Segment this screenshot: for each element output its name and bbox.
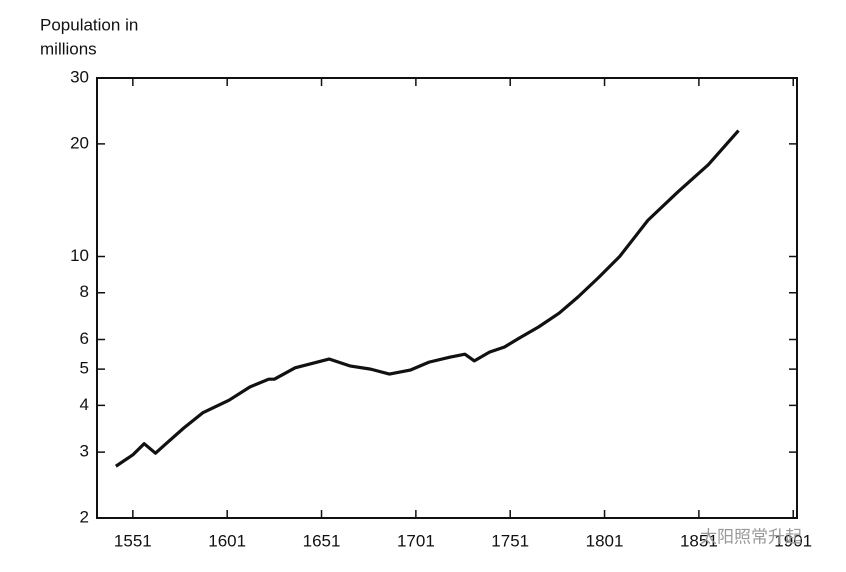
- y-tick-label: 30: [70, 67, 89, 86]
- y-axis-label: Population in: [40, 15, 138, 34]
- y-tick-label: 5: [80, 359, 89, 378]
- x-tick-label: 1801: [586, 531, 624, 550]
- y-tick-label: 4: [80, 395, 89, 414]
- x-tick-label: 1601: [208, 531, 246, 550]
- x-tick-label: 1551: [114, 531, 152, 550]
- y-tick-label: 10: [70, 246, 89, 265]
- y-tick-label: 6: [80, 329, 89, 348]
- y-tick-label: 2: [80, 507, 89, 526]
- y-axis-label: millions: [40, 39, 97, 58]
- plot-frame: [96, 77, 798, 519]
- watermark: 太阳照常升起: [700, 527, 802, 546]
- x-tick-label: 1651: [303, 531, 341, 550]
- data-line: [114, 129, 740, 468]
- y-tick-label: 8: [80, 282, 89, 301]
- x-tick-label: 1751: [491, 531, 529, 550]
- x-tick-label: 1701: [397, 531, 435, 550]
- y-tick-label: 20: [70, 133, 89, 152]
- x-tick-label: 1851: [680, 531, 718, 550]
- x-tick-label: 1901: [774, 531, 812, 550]
- y-tick-label: 3: [80, 442, 89, 461]
